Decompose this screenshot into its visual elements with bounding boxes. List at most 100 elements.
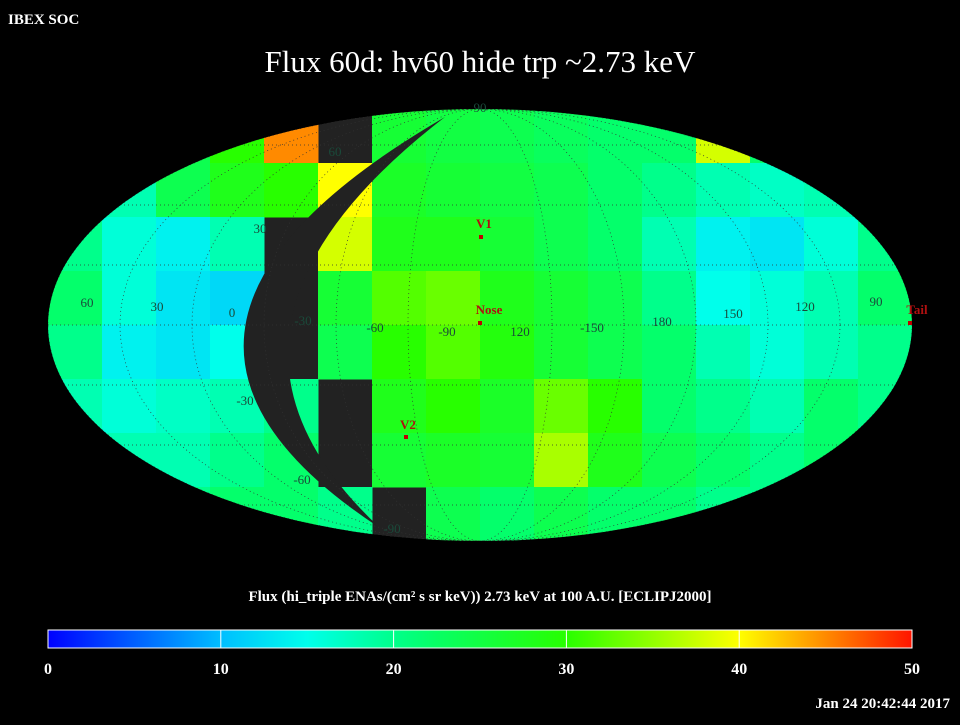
latitude-label: -60 — [293, 472, 310, 487]
latitude-label: -90 — [383, 521, 400, 536]
marker-dot — [404, 435, 408, 439]
flux-cell — [588, 433, 643, 488]
flux-cell — [696, 379, 751, 434]
flux-cell — [696, 217, 751, 272]
title: Flux 60d: hv60 hide trp ~2.73 keV — [265, 44, 697, 79]
flux-cell — [588, 163, 643, 218]
flux-cell — [102, 217, 157, 272]
flux-cell — [750, 379, 805, 434]
colorbar-tick-label: 40 — [731, 661, 747, 678]
flux-cell — [102, 325, 157, 380]
flux-cell — [804, 379, 859, 434]
colorbar-tick-label: 50 — [904, 661, 920, 678]
flux-cell — [372, 217, 427, 272]
flux-cell — [372, 271, 427, 326]
flux-cell — [426, 163, 481, 218]
flux-cell — [156, 379, 211, 434]
flux-cell — [588, 271, 643, 326]
graticule — [48, 109, 912, 541]
flux-cell — [372, 379, 427, 434]
flux-cell — [426, 433, 481, 488]
marker-dot — [479, 235, 483, 239]
longitude-label: -90 — [438, 324, 455, 339]
flux-cell — [480, 379, 535, 434]
marker-dot — [908, 321, 912, 325]
latitude-label: 30 — [254, 221, 267, 236]
flux-cell — [480, 163, 535, 218]
flux-cell — [750, 325, 805, 380]
flux-cell — [156, 271, 211, 326]
flux-cell — [696, 325, 751, 380]
flux-cell — [372, 433, 427, 488]
longitude-label: 150 — [723, 306, 743, 321]
latitude-label: -30 — [236, 393, 253, 408]
flux-cell — [642, 325, 697, 380]
flux-cell — [426, 217, 481, 272]
flux-cell — [480, 433, 535, 488]
longitude-label: 120 — [510, 324, 530, 339]
flux-cell — [480, 271, 535, 326]
colorbar-scale — [47, 629, 913, 649]
flux-cell — [696, 271, 751, 326]
flux-cell — [588, 325, 643, 380]
longitude-label: 30 — [151, 299, 164, 314]
flux-cell — [318, 325, 373, 380]
flux-cell — [210, 433, 265, 488]
flux-cell — [642, 217, 697, 272]
flux-cell — [372, 325, 427, 380]
flux-cell — [426, 487, 481, 541]
flux-cell — [804, 217, 859, 272]
flux-cell — [156, 325, 211, 380]
flux-cell — [156, 217, 211, 272]
colorbar-tick-label: 10 — [213, 661, 229, 678]
flux-cell — [588, 379, 643, 434]
flux-cell — [318, 271, 373, 326]
flux-cell — [804, 271, 859, 326]
flux-cell — [642, 163, 697, 218]
marker-dot — [478, 321, 482, 325]
flux-cell — [534, 379, 589, 434]
flux-cell — [480, 487, 535, 541]
flux-cell — [534, 163, 589, 218]
flux-cell — [480, 217, 535, 272]
flux-cell — [750, 271, 805, 326]
flux-cell — [264, 163, 319, 218]
source: IBEX SOC — [8, 12, 79, 28]
flux-cell — [642, 271, 697, 326]
flux-cell — [588, 217, 643, 272]
colorbar: 0 10 20 30 40 50 — [44, 629, 920, 678]
flux-cell — [426, 109, 481, 164]
flux-cell — [102, 271, 157, 326]
marker-label: Tail — [906, 302, 928, 317]
flux-cell — [534, 271, 589, 326]
colorbar-tick-label: 20 — [386, 661, 402, 678]
colorbar-label: Flux (hi_triple ENAs/(cm² s sr keV)) 2.7… — [248, 589, 711, 605]
map-labels: 60 30 0 -30 -60 -90 120 -150 180 150 120 90 90 60 30 -3… — [81, 100, 928, 536]
latitude-label: 60 — [329, 144, 342, 159]
marker-label: Nose — [476, 302, 503, 317]
longitude-label: 120 — [795, 299, 815, 314]
colorbar-tick-label: 30 — [558, 661, 574, 678]
colorbar-tick-label: 0 — [44, 661, 52, 678]
longitude-label: 180 — [652, 314, 672, 329]
flux-cell — [696, 163, 751, 218]
longitude-label: 60 — [81, 295, 94, 310]
flux-cell — [534, 433, 589, 488]
flux-cell — [534, 217, 589, 272]
flux-cell — [480, 109, 535, 164]
marker-label: V1 — [476, 216, 492, 231]
longitude-label: -150 — [580, 320, 604, 335]
flux-cell — [426, 379, 481, 434]
flux-cell — [642, 433, 697, 488]
timestamp: Jan 24 20:42:44 2017 — [815, 696, 950, 712]
flux-cell — [534, 325, 589, 380]
flux-cell — [480, 325, 535, 380]
latitude-label: 90 — [474, 100, 487, 115]
flux-cell — [210, 163, 265, 218]
longitude-label: -30 — [294, 313, 311, 328]
longitude-label: -60 — [366, 320, 383, 335]
longitude-label: 90 — [870, 294, 883, 309]
marker-label: V2 — [400, 417, 416, 432]
flux-cell — [750, 217, 805, 272]
